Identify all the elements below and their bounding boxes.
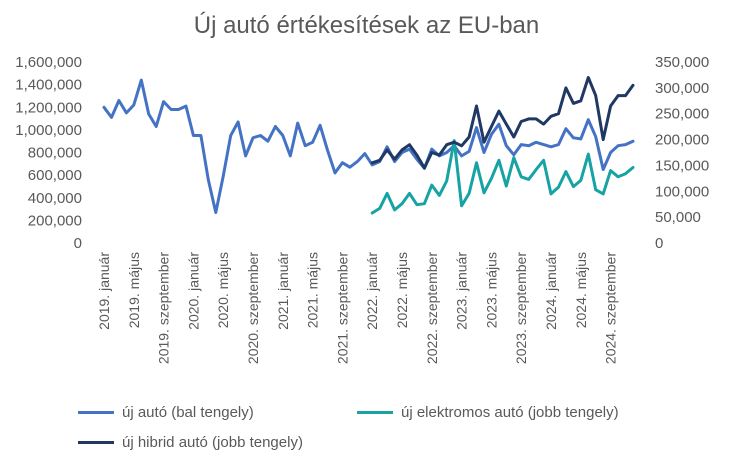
y-left-tick-label: 1,200,000	[15, 99, 82, 116]
y-left-tick-label: 200,000	[28, 212, 82, 229]
series-line-2	[370, 76, 635, 170]
x-tick-label: 2022. május	[394, 252, 410, 328]
chart-title: Új autó értékesítések az EU-ban	[193, 12, 540, 39]
legend-label-new-car: új autó (bal tengely)	[122, 404, 254, 421]
x-tick-label: 2024. május	[573, 252, 589, 328]
y-right-tick-label: 150,000	[655, 157, 709, 174]
legend-item-hybrid-car: új hibrid autó (jobb tengely)	[78, 434, 303, 451]
y-right-tick-label: 50,000	[655, 209, 701, 226]
y-left-tick-label: 0	[74, 235, 82, 252]
y-right-tick-label: 0	[655, 235, 663, 252]
x-tick-label: 2021. január	[275, 252, 291, 330]
y-right-tick-label: 350,000	[655, 54, 709, 71]
x-tick-label: 2020. május	[215, 252, 231, 328]
legend-swatch-new-car	[78, 411, 114, 414]
legend-swatch-electric-car	[357, 411, 393, 414]
legend-label-hybrid-car: új hibrid autó (jobb tengely)	[122, 434, 303, 451]
series-line-0	[102, 78, 635, 214]
series-line-1	[370, 139, 635, 215]
x-tick-label: 2023. május	[483, 252, 499, 328]
x-tick-label: 2020. január	[185, 252, 201, 330]
x-tick-label: 2019. szeptember	[156, 252, 172, 364]
legend-swatch-hybrid-car	[78, 441, 114, 444]
x-tick-label: 2021. május	[305, 252, 321, 328]
x-tick-label: 2023. szeptember	[513, 252, 529, 364]
x-tick-label: 2019. május	[126, 252, 142, 328]
y-left-tick-label: 600,000	[28, 167, 82, 184]
y-left-tick-label: 1,400,000	[15, 77, 82, 94]
y-left-tick-label: 800,000	[28, 145, 82, 162]
x-tick-label: 2023. január	[454, 252, 470, 330]
y-right-tick-label: 200,000	[655, 132, 709, 149]
y-right-tick-label: 100,000	[655, 183, 709, 200]
x-tick-label: 2019. január	[96, 252, 112, 330]
x-tick-label: 2021. szeptember	[334, 252, 350, 364]
x-tick-label: 2022. január	[364, 252, 380, 330]
y-left-tick-label: 1,000,000	[15, 122, 82, 139]
legend-label-electric-car: új elektromos autó (jobb tengely)	[401, 404, 619, 421]
x-tick-label: 2024. január	[543, 252, 559, 330]
y-left-tick-label: 1,600,000	[15, 54, 82, 71]
y-right-tick-label: 300,000	[655, 80, 709, 97]
x-tick-label: 2024. szeptember	[603, 252, 619, 364]
y-left-tick-label: 400,000	[28, 190, 82, 207]
x-tick-label: 2022. szeptember	[424, 252, 440, 364]
x-tick-label: 2020. szeptember	[245, 252, 261, 364]
legend-item-electric-car: új elektromos autó (jobb tengely)	[357, 404, 619, 421]
legend-item-new-car: új autó (bal tengely)	[78, 404, 254, 421]
y-right-tick-label: 250,000	[655, 106, 709, 123]
